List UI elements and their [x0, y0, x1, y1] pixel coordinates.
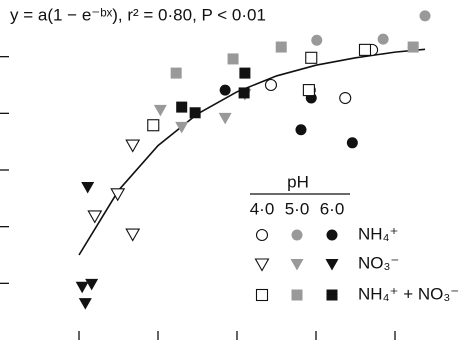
point [295, 124, 307, 136]
legend-symbol [326, 289, 338, 301]
point [264, 78, 278, 92]
point [377, 33, 389, 45]
point [170, 67, 182, 79]
legend-label: NO₃⁻ [358, 253, 399, 272]
legend-symbol [291, 229, 303, 241]
point [110, 188, 126, 202]
point [238, 87, 250, 99]
point [239, 67, 251, 79]
point [147, 119, 160, 132]
point [87, 210, 103, 224]
legend-label: NH₄⁺ [358, 224, 398, 243]
legend-symbol [291, 289, 303, 301]
point [125, 228, 141, 242]
point [227, 53, 239, 65]
point [358, 43, 372, 56]
point [346, 137, 358, 149]
point [189, 107, 201, 119]
point [125, 139, 141, 153]
point [339, 91, 352, 105]
point [302, 84, 315, 97]
point [85, 278, 99, 291]
point [81, 182, 95, 194]
point [419, 10, 431, 22]
legend-symbol [255, 228, 269, 242]
annotation: y = a(1 − e⁻ᵇˣ), r² = 0·80, P < 0·01 [10, 5, 266, 24]
legend-symbol [254, 258, 270, 272]
legend-symbol [255, 288, 269, 302]
legend-column: 5·0 [285, 199, 310, 218]
legend-column: 4·0 [250, 199, 275, 218]
point [311, 34, 323, 46]
point [78, 298, 92, 310]
point [218, 112, 232, 125]
point [305, 51, 318, 64]
point [407, 41, 419, 53]
point [175, 121, 189, 134]
legend-label: NH₄⁺ + NO₃⁻ [358, 284, 459, 303]
point [75, 281, 89, 294]
legend-column: 6·0 [320, 199, 345, 218]
point [176, 101, 188, 113]
legend-symbol [325, 259, 339, 271]
legend-symbol [326, 229, 338, 241]
point [219, 84, 231, 96]
point [275, 41, 287, 53]
legend-symbol [290, 259, 304, 271]
point [153, 104, 167, 117]
legend-title: pH [287, 172, 309, 191]
